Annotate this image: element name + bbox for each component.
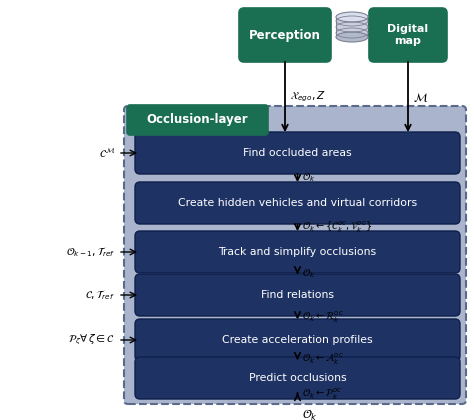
Text: $\mathcal{C}^{\mathcal{M}}$: $\mathcal{C}^{\mathcal{M}}$ (99, 146, 115, 160)
FancyBboxPatch shape (124, 106, 466, 404)
Text: $\mathcal{M}$: $\mathcal{M}$ (413, 90, 428, 103)
FancyBboxPatch shape (336, 17, 368, 37)
Ellipse shape (336, 12, 368, 22)
Text: Find relations: Find relations (261, 290, 334, 300)
Text: Digital
map: Digital map (387, 24, 428, 46)
Text: $\mathcal{O}_k \leftarrow \mathcal{P}_k^{oc}$: $\mathcal{O}_k \leftarrow \mathcal{P}_k^… (302, 387, 342, 402)
FancyBboxPatch shape (135, 231, 460, 273)
Text: Create acceleration profiles: Create acceleration profiles (222, 335, 373, 345)
Text: $\mathcal{X}_{ego}, Z$: $\mathcal{X}_{ego}, Z$ (290, 90, 326, 104)
FancyBboxPatch shape (135, 182, 460, 224)
FancyBboxPatch shape (135, 274, 460, 316)
Text: $\mathcal{C},\mathcal{T}_{ref}$: $\mathcal{C},\mathcal{T}_{ref}$ (85, 288, 115, 302)
Text: Perception: Perception (249, 29, 321, 42)
Ellipse shape (336, 32, 368, 42)
FancyBboxPatch shape (369, 8, 447, 62)
Text: $\mathcal{O}_k \leftarrow \mathcal{R}_k^{oc}$: $\mathcal{O}_k \leftarrow \mathcal{R}_k^… (302, 310, 344, 325)
Text: Predict occlusions: Predict occlusions (249, 373, 346, 383)
Text: $\mathcal{P}_\zeta\forall\, \zeta\in\mathcal{C}$: $\mathcal{P}_\zeta\forall\, \zeta\in\mat… (68, 333, 115, 347)
FancyBboxPatch shape (127, 105, 268, 135)
FancyBboxPatch shape (239, 8, 331, 62)
FancyBboxPatch shape (135, 357, 460, 399)
FancyBboxPatch shape (135, 132, 460, 174)
Text: $\mathcal{O}_k$: $\mathcal{O}_k$ (302, 407, 319, 420)
Text: $\mathcal{O}_k$: $\mathcal{O}_k$ (302, 267, 316, 280)
Text: Create hidden vehicles and virtual corridors: Create hidden vehicles and virtual corri… (178, 198, 417, 208)
Text: $\mathcal{O}_k \leftarrow \{\mathcal{C}_k^{oc}, \mathcal{V}_k^{oc}\}$: $\mathcal{O}_k \leftarrow \{\mathcal{C}_… (302, 220, 373, 235)
FancyBboxPatch shape (135, 319, 460, 361)
Text: $\mathcal{O}_{k-1},\mathcal{T}_{ref}$: $\mathcal{O}_{k-1},\mathcal{T}_{ref}$ (65, 245, 115, 259)
Text: Occlusion-layer: Occlusion-layer (146, 113, 248, 126)
Text: Find occluded areas: Find occluded areas (243, 148, 352, 158)
Text: $\mathcal{O}_k \leftarrow \mathcal{A}_k^{oc}$: $\mathcal{O}_k \leftarrow \mathcal{A}_k^… (302, 351, 344, 367)
Text: $\mathcal{O}_k$: $\mathcal{O}_k$ (302, 172, 316, 184)
Text: Track and simplify occlusions: Track and simplify occlusions (219, 247, 376, 257)
